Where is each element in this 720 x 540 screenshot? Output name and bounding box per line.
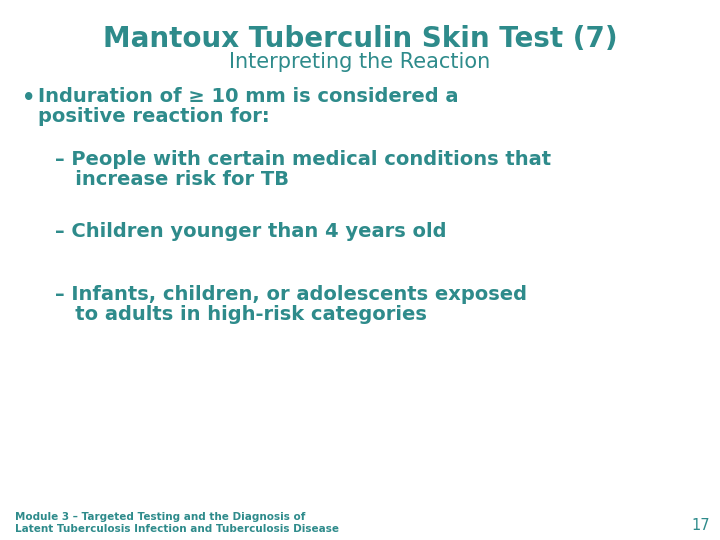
Text: Mantoux Tuberculin Skin Test (7): Mantoux Tuberculin Skin Test (7) [103, 25, 617, 53]
Text: 17: 17 [691, 518, 710, 533]
Text: – Children younger than 4 years old: – Children younger than 4 years old [55, 222, 446, 241]
Text: – Infants, children, or adolescents exposed: – Infants, children, or adolescents expo… [55, 285, 527, 304]
Text: Induration of ≥ 10 mm is considered a: Induration of ≥ 10 mm is considered a [38, 87, 459, 106]
Text: Latent Tuberculosis Infection and Tuberculosis Disease: Latent Tuberculosis Infection and Tuberc… [15, 524, 339, 534]
Text: – People with certain medical conditions that: – People with certain medical conditions… [55, 150, 551, 169]
Text: •: • [22, 88, 35, 108]
Text: to adults in high-risk categories: to adults in high-risk categories [55, 305, 427, 324]
Text: Interpreting the Reaction: Interpreting the Reaction [230, 52, 490, 72]
Text: increase risk for TB: increase risk for TB [55, 170, 289, 189]
Text: Module 3 – Targeted Testing and the Diagnosis of: Module 3 – Targeted Testing and the Diag… [15, 512, 305, 522]
Text: positive reaction for:: positive reaction for: [38, 107, 269, 126]
